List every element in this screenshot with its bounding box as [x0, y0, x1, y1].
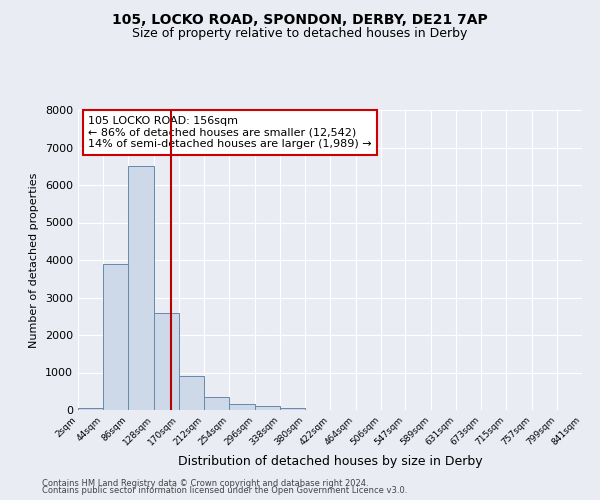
Bar: [78, 408, 103, 410]
Text: Contains HM Land Registry data © Crown copyright and database right 2024.: Contains HM Land Registry data © Crown c…: [42, 478, 368, 488]
X-axis label: Distribution of detached houses by size in Derby: Distribution of detached houses by size …: [178, 456, 482, 468]
Bar: [128, 166, 154, 410]
Bar: [154, 312, 179, 410]
Bar: [179, 376, 204, 410]
Text: 105 LOCKO ROAD: 156sqm
← 86% of detached houses are smaller (12,542)
14% of semi: 105 LOCKO ROAD: 156sqm ← 86% of detached…: [88, 116, 372, 149]
Bar: [254, 406, 280, 410]
Bar: [204, 397, 229, 410]
Text: Contains public sector information licensed under the Open Government Licence v3: Contains public sector information licen…: [42, 486, 407, 495]
Y-axis label: Number of detached properties: Number of detached properties: [29, 172, 40, 348]
Bar: [229, 404, 254, 410]
Bar: [103, 264, 128, 410]
Text: 105, LOCKO ROAD, SPONDON, DERBY, DE21 7AP: 105, LOCKO ROAD, SPONDON, DERBY, DE21 7A…: [112, 12, 488, 26]
Bar: [280, 408, 305, 410]
Text: Size of property relative to detached houses in Derby: Size of property relative to detached ho…: [133, 28, 467, 40]
